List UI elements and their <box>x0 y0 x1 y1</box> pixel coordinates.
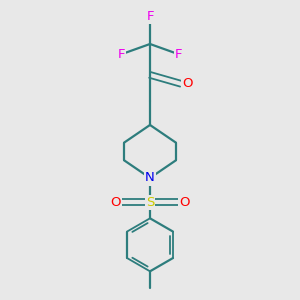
Text: S: S <box>146 196 154 208</box>
Text: F: F <box>117 48 125 61</box>
Text: F: F <box>146 10 154 22</box>
Text: O: O <box>110 196 121 208</box>
Text: F: F <box>175 48 183 61</box>
Text: O: O <box>182 77 193 90</box>
Text: O: O <box>179 196 190 208</box>
Text: N: N <box>145 172 155 184</box>
